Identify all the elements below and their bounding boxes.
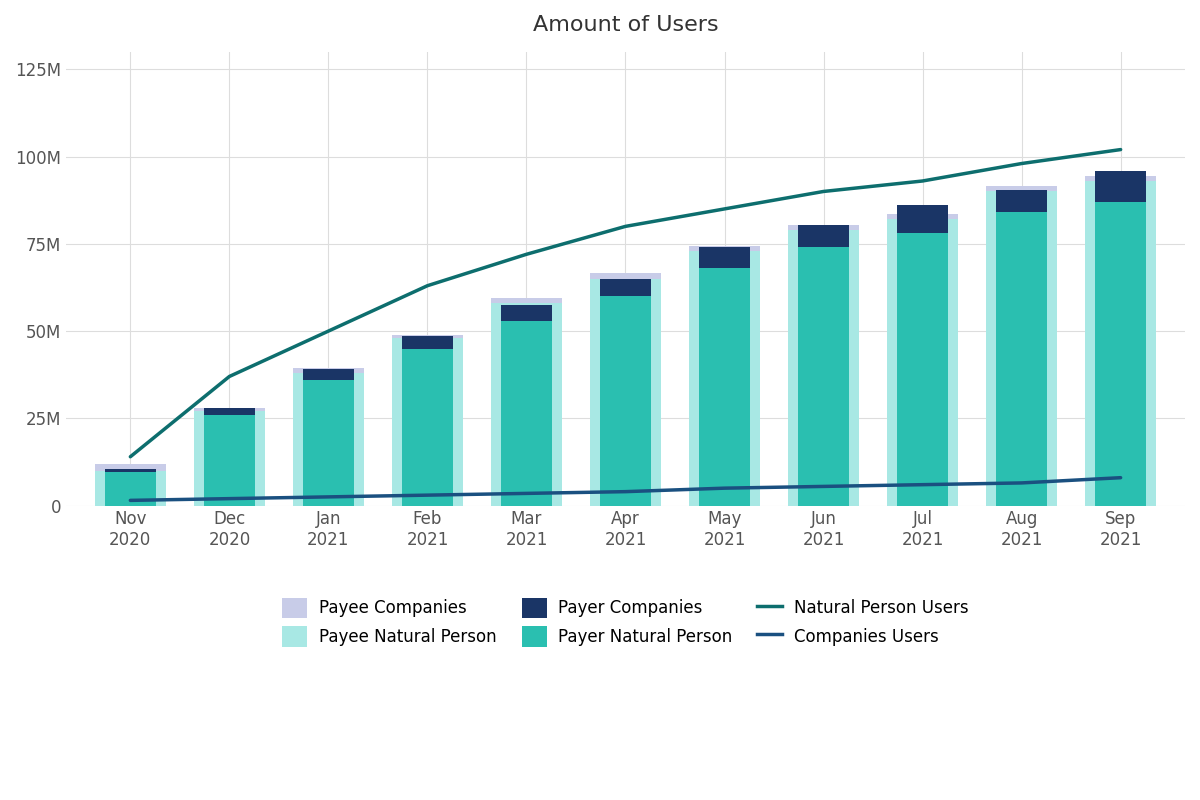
Bar bbox=[698, 247, 750, 268]
Bar bbox=[402, 349, 454, 506]
Bar bbox=[887, 214, 959, 219]
Bar bbox=[600, 296, 652, 506]
Bar bbox=[788, 230, 859, 506]
Bar bbox=[896, 206, 948, 234]
Bar bbox=[500, 305, 552, 321]
Bar bbox=[302, 370, 354, 380]
Bar bbox=[491, 298, 562, 303]
Bar bbox=[402, 336, 454, 349]
Bar bbox=[986, 186, 1057, 191]
Bar bbox=[788, 225, 859, 230]
Bar bbox=[590, 274, 661, 278]
Bar bbox=[590, 278, 661, 506]
Bar bbox=[293, 368, 364, 373]
Bar bbox=[204, 408, 256, 415]
Bar bbox=[193, 411, 265, 506]
Bar bbox=[698, 268, 750, 506]
Bar bbox=[104, 469, 156, 473]
Bar bbox=[798, 247, 850, 506]
Bar bbox=[689, 246, 760, 250]
Bar bbox=[293, 373, 364, 506]
Bar bbox=[896, 234, 948, 506]
Bar bbox=[1085, 181, 1157, 506]
Bar bbox=[798, 225, 850, 247]
Bar bbox=[1094, 170, 1146, 202]
Bar bbox=[1094, 202, 1146, 506]
Bar bbox=[204, 415, 256, 506]
Bar bbox=[996, 213, 1048, 506]
Bar bbox=[500, 321, 552, 506]
Bar bbox=[689, 250, 760, 506]
Legend: Payee Companies, Payee Natural Person, Payer Companies, Payer Natural Person, Na: Payee Companies, Payee Natural Person, P… bbox=[276, 591, 976, 654]
Bar bbox=[600, 278, 652, 296]
Bar bbox=[193, 408, 265, 411]
Bar bbox=[887, 219, 959, 506]
Bar bbox=[1085, 176, 1157, 181]
Bar bbox=[391, 338, 463, 506]
Bar bbox=[391, 334, 463, 338]
Bar bbox=[986, 191, 1057, 506]
Bar bbox=[491, 303, 562, 506]
Bar bbox=[95, 470, 166, 506]
Bar bbox=[104, 473, 156, 506]
Bar bbox=[302, 380, 354, 506]
Bar bbox=[996, 190, 1048, 213]
Title: Amount of Users: Amount of Users bbox=[533, 15, 719, 35]
Bar bbox=[95, 464, 166, 470]
